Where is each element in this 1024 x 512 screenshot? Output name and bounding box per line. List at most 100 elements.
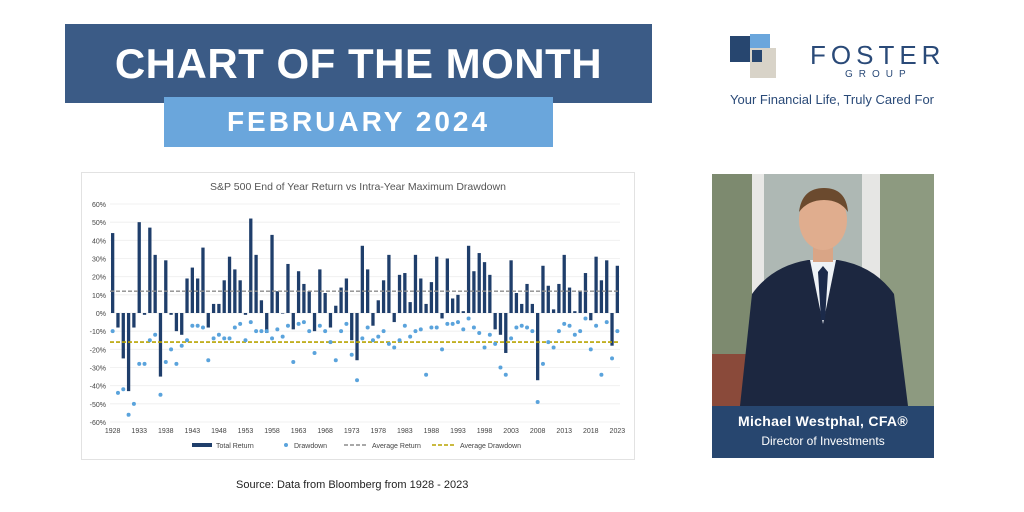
- drawdown-point: [386, 341, 391, 346]
- foster-logo-mark-icon: [730, 34, 776, 78]
- total-return-bar: [169, 313, 173, 315]
- total-return-bar: [217, 303, 221, 313]
- drawdown-point: [562, 321, 567, 326]
- drawdown-point: [402, 323, 407, 328]
- total-return-bar: [350, 313, 354, 341]
- x-tick-label: 1993: [450, 428, 466, 435]
- total-return-bar: [270, 234, 274, 313]
- total-return-bar: [461, 311, 465, 313]
- total-return-bar: [132, 313, 136, 328]
- x-tick-label: 1928: [105, 428, 121, 435]
- x-tick-label: 1933: [131, 428, 147, 435]
- drawdown-point: [509, 336, 514, 341]
- drawdown-point: [317, 323, 322, 328]
- total-return-bar: [286, 263, 290, 313]
- source-note: Source: Data from Bloomberg from 1928 - …: [236, 479, 469, 491]
- total-return-bar: [381, 280, 386, 313]
- drawdown-point: [232, 325, 237, 330]
- total-return-bar: [201, 247, 205, 313]
- total-return-bar: [387, 254, 391, 313]
- legend-total-return-swatch: [192, 443, 212, 447]
- drawdown-point: [493, 341, 498, 346]
- total-return-bar: [275, 291, 279, 313]
- y-tick-label: -50%: [90, 402, 106, 409]
- drawdown-point: [413, 329, 418, 334]
- drawdown-point: [530, 329, 535, 334]
- x-tick-label: 1953: [238, 428, 254, 435]
- total-return-bar: [180, 313, 184, 335]
- drawdown-point: [296, 321, 301, 326]
- total-return-bar: [111, 233, 115, 313]
- drawdown-point: [142, 361, 147, 366]
- total-return-bar: [190, 267, 194, 313]
- total-return-bar: [594, 256, 598, 313]
- total-return-bar: [302, 283, 306, 313]
- total-return-bar: [536, 313, 540, 381]
- drawdown-point: [137, 361, 142, 366]
- total-return-bar: [254, 254, 258, 313]
- person-title: Director of Investments: [761, 434, 885, 448]
- drawdown-point: [610, 356, 615, 361]
- total-return-bar: [530, 303, 534, 313]
- total-return-bar: [371, 313, 375, 326]
- x-tick-label: 1988: [424, 428, 440, 435]
- drawdown-point: [254, 329, 259, 334]
- drawdown-point: [365, 325, 370, 330]
- drawdown-point: [185, 338, 190, 343]
- y-tick-label: 60%: [92, 202, 106, 209]
- drawdown-point: [418, 327, 423, 332]
- drawdown-point: [248, 320, 253, 325]
- drawdown-point: [307, 329, 312, 334]
- drawdown-point: [434, 325, 439, 330]
- drawdown-point: [599, 372, 604, 377]
- total-return-bar: [222, 280, 226, 313]
- brand-name: FOSTER: [810, 40, 946, 70]
- drawdown-point: [540, 361, 545, 366]
- total-return-bar: [456, 294, 460, 313]
- drawdown-point: [216, 332, 221, 337]
- drawdown-point: [158, 392, 163, 397]
- y-tick-label: 10%: [92, 293, 106, 300]
- total-return-bar: [605, 260, 609, 313]
- drawdown-point: [525, 325, 530, 330]
- total-return-bar: [557, 283, 561, 313]
- drawdown-point: [429, 325, 434, 330]
- drawdown-point: [578, 329, 583, 334]
- total-return-bar: [493, 313, 497, 330]
- total-return-bar: [514, 293, 519, 313]
- legend-label: Average Drawdown: [460, 443, 521, 450]
- drawdown-point: [179, 343, 184, 348]
- drawdown-point: [275, 327, 280, 332]
- total-return-bar: [137, 222, 141, 313]
- drawdown-point: [397, 338, 402, 343]
- drawdown-point: [519, 323, 524, 328]
- drawdown-point: [174, 361, 179, 366]
- total-return-bar: [440, 313, 444, 319]
- drawdown-point: [376, 334, 381, 339]
- total-return-bar: [148, 227, 152, 313]
- x-tick-label: 1948: [211, 428, 227, 435]
- total-return-bar: [116, 313, 120, 328]
- total-return-bar: [243, 313, 248, 315]
- drawdown-point: [163, 360, 168, 365]
- drawdown-point: [328, 340, 333, 345]
- total-return-bar: [551, 309, 556, 313]
- drawdown-point: [301, 320, 306, 325]
- total-return-bar: [472, 271, 476, 313]
- person-portrait-image: [712, 174, 934, 406]
- drawdown-point: [487, 332, 492, 337]
- drawdown-point: [227, 336, 232, 341]
- total-return-bar: [546, 285, 550, 313]
- drawdown-point: [190, 323, 195, 328]
- total-return-bar: [259, 300, 264, 313]
- drawdown-point: [291, 360, 296, 365]
- total-return-bar: [196, 278, 200, 313]
- total-return-bar: [504, 313, 508, 353]
- total-return-bar: [583, 273, 588, 313]
- total-return-bar: [174, 313, 179, 332]
- y-tick-label: -10%: [90, 329, 106, 336]
- total-return-bar: [318, 269, 322, 313]
- chart-title: S&P 500 End of Year Return vs Intra-Year…: [210, 181, 506, 193]
- total-return-bar: [211, 303, 216, 313]
- drawdown-point: [445, 321, 450, 326]
